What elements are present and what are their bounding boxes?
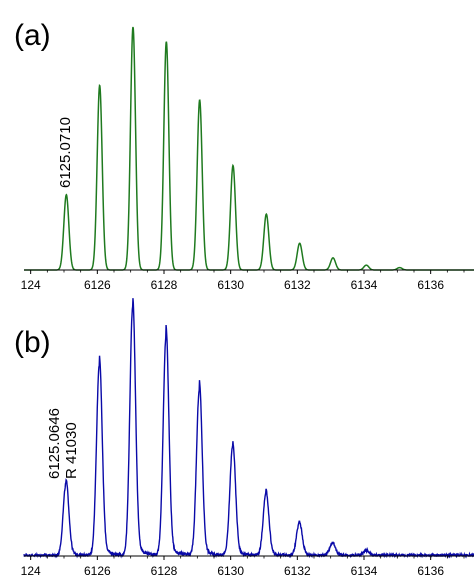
panel-b-tick-label: 6134 — [351, 564, 378, 578]
panel-b-resolution-label: R 41030 — [63, 422, 80, 479]
panel-a-tick-label: 124 — [21, 278, 41, 292]
panel-b: (b) 124 6126 6128 6130 6132 6134 6136 6125.064… — [14, 298, 474, 578]
panel-a-label: (a) — [14, 19, 51, 52]
panel-b-tick-label: 124 — [21, 564, 41, 578]
panel-a-tick-label: 6134 — [351, 278, 378, 292]
panel-b-spectrum-line — [23, 298, 474, 559]
panel-b-tick-label: 6130 — [217, 564, 244, 578]
panel-b-tick-label: 6136 — [417, 564, 444, 578]
panel-b-tick-label: 6126 — [84, 564, 111, 578]
panel-a-tick-label: 6128 — [151, 278, 178, 292]
panel-b-label: (b) — [14, 326, 51, 359]
panel-a-spectrum-line — [24, 26, 474, 271]
panel-a-ticks: 124 6126 6128 6130 6132 6134 6136 — [21, 270, 465, 292]
panel-a-tick-label: 6126 — [84, 278, 111, 292]
panel-a-tick-label: 6132 — [284, 278, 311, 292]
panel-b-tick-label: 6128 — [151, 564, 178, 578]
panel-a-tick-label: 6136 — [417, 278, 444, 292]
panel-a-peak-label: 6125.0710 — [57, 117, 74, 188]
panel-a: (a) 124 6126 6128 6130 6132 6134 6136 6125.071… — [14, 19, 474, 292]
panel-a-tick-label: 6130 — [217, 278, 244, 292]
panel-b-ticks: 124 6126 6128 6130 6132 6134 6136 — [21, 556, 465, 578]
panel-b-tick-label: 6132 — [284, 564, 311, 578]
panel-b-peak-label: 6125.0646 — [46, 408, 63, 479]
